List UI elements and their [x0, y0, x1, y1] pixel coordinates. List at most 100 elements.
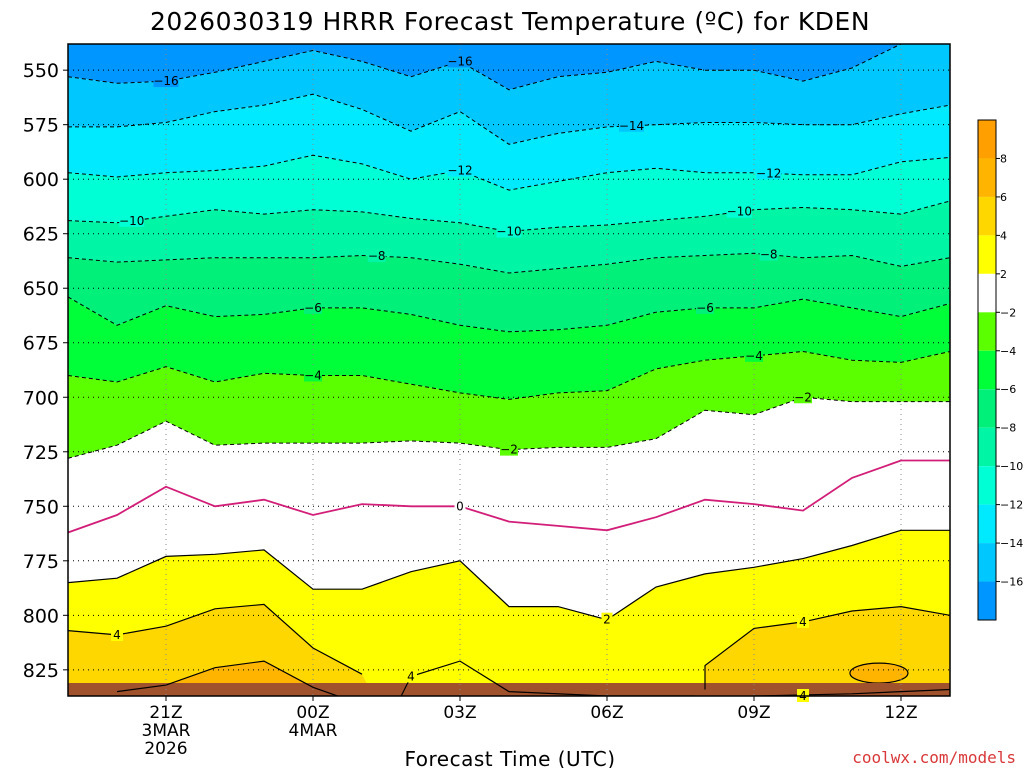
colorbar-tick-label--16: −16	[1000, 576, 1023, 589]
isotherm-label-bg	[601, 612, 613, 626]
isotherm-label--8-0: −8	[368, 249, 386, 263]
temperature-bands	[68, 44, 950, 696]
y-tick-label-700: 700	[23, 387, 59, 409]
y-axis: 550 575 600 625 650 675 700 725 750 775 800 825	[23, 60, 68, 682]
colorbar-tick-label-4: 4	[1000, 229, 1007, 242]
colorbar-band-8-to-10	[978, 120, 996, 159]
colorbar-band--14-to--12	[978, 504, 996, 544]
isotherm-label-bg	[745, 348, 763, 362]
colorbar-band-4-to-6	[978, 196, 996, 236]
isotherm-label--4-0: −4	[304, 368, 322, 382]
isotherm-label-bg	[111, 627, 123, 641]
isotherm-label-4-2: 4	[407, 669, 415, 683]
colorbar-frame	[977, 119, 997, 621]
colorbar-tick-label--2: −2	[1000, 306, 1016, 319]
colorbar-tick-label--14: −14	[1000, 537, 1023, 550]
x-tick-label-09Z-0: 09Z	[737, 703, 770, 723]
isotherm-label--10-2: −10	[727, 205, 752, 219]
isotherm--6	[68, 296, 950, 333]
colorbar-band--6-to--4	[978, 350, 996, 390]
y-tick-label-550: 550	[23, 60, 59, 82]
x-tick-label-00Z-0: 00Z	[296, 703, 329, 723]
y-tick-label-600: 600	[23, 169, 59, 191]
isotherm-label--2-0: −2	[500, 443, 518, 457]
isotherm-label-4-3: 4	[799, 615, 807, 629]
isotherm--4	[68, 350, 950, 400]
isotherm-label-bg	[367, 249, 386, 263]
isotherm-label-bg	[119, 213, 145, 227]
isotherm-label-bg	[304, 300, 322, 314]
y-tick-label-825: 825	[23, 660, 59, 682]
isotherm-label-bg	[794, 390, 812, 404]
isotherm--12	[68, 154, 950, 191]
isotherm-label-bg	[756, 166, 782, 180]
y-tick-label-750: 750	[23, 496, 59, 518]
isotherm-label--12-1: −12	[756, 166, 781, 180]
isotherm-label-0-0: 0	[456, 499, 464, 513]
colorbar-band--8-to--6	[978, 389, 996, 428]
colorbar-band--12-to--10	[978, 466, 996, 505]
band-4-to-6-west	[68, 604, 374, 696]
y-tick-label-650: 650	[23, 278, 59, 300]
isotherm--16	[68, 44, 950, 91]
y-tick-label-725: 725	[23, 442, 59, 464]
isotherm-label-2-0: 2	[603, 613, 611, 627]
colorbar-tick-label--6: −6	[1000, 383, 1016, 396]
colorbar-band--16-to--14	[978, 543, 996, 582]
band--8-to--6	[68, 253, 950, 332]
isotherm-label-bg	[500, 442, 518, 456]
isotherm-label-bg	[447, 54, 473, 68]
y-tick-label-625: 625	[23, 224, 59, 246]
colorbar-band--4-to--2	[978, 312, 996, 351]
y-tick-label-800: 800	[23, 605, 59, 627]
isotherm-label-4-0: 4	[113, 628, 121, 642]
band--14-to--12	[68, 94, 950, 191]
isotherm-label--4-1: −4	[745, 349, 763, 363]
colorbar: 8 6 4 2 −2 −4 −6 −8 −10 −12 −14 −16	[977, 119, 1023, 621]
isotherm-label--14-0: −14	[619, 119, 644, 133]
isotherm-label-bg	[759, 247, 778, 261]
x-tick-label-21Z-1: 3MAR	[142, 721, 191, 741]
isotherm-label-bg	[726, 204, 752, 218]
isotherm-label-bg	[447, 163, 473, 177]
isotherm-label--16-0: −16	[153, 74, 178, 88]
x-tick-label-00Z-1: 4MAR	[289, 721, 338, 741]
isotherm-label-bg	[405, 669, 417, 683]
isotherm--8	[68, 252, 950, 274]
y-tick-label-775: 775	[23, 551, 59, 573]
isotherm-label-bg	[304, 368, 322, 382]
colorbar-band--18-to--16	[978, 581, 996, 620]
isotherm-label-bg	[454, 499, 466, 513]
colorbar-band--2-to-2	[978, 273, 996, 313]
band--6-to--4	[68, 296, 950, 400]
colorbar-tick-label--10: −10	[1000, 460, 1023, 473]
isotherm-label-bg	[696, 300, 714, 314]
isotherm-label--10-0: −10	[119, 214, 144, 228]
band--4-to--2	[68, 351, 950, 459]
band--2-to-0	[68, 397, 950, 533]
colorbar-tick-label-8: 8	[1000, 152, 1007, 165]
x-tick-label-21Z-2: 2026	[144, 739, 187, 759]
y-tick-label-675: 675	[23, 333, 59, 355]
isotherm-label--8-1: −8	[760, 248, 778, 262]
isotherm-label--2-1: −2	[794, 390, 812, 404]
x-axis-label: Forecast Time (UTC)	[404, 747, 615, 768]
colorbar-tick-label-6: 6	[1000, 191, 1007, 204]
isotherm-label--6-1: −6	[696, 301, 714, 315]
colorbar-tick-label-2: 2	[1000, 268, 1007, 281]
isotherm-label-bg	[153, 74, 179, 88]
isotherm-label--16-1: −16	[447, 54, 472, 68]
isotherm-label--6-0: −6	[304, 301, 322, 315]
isotherm-2	[68, 529, 950, 621]
warm-pocket-6	[849, 662, 909, 684]
colorbar-band--10-to--8	[978, 427, 996, 467]
isotherm-4-segment-2	[116, 660, 338, 696]
isotherm-labels: −16 −16 −14 −12 −12 −10 −10 −10 −8 −8 −6 −6 −4 −4 −2 −2…	[111, 54, 812, 703]
band--16-to--14	[68, 44, 950, 145]
isotherm-label-bg	[797, 614, 809, 628]
colorbar-band-2-to-4	[978, 235, 996, 274]
plot-frame	[67, 43, 951, 697]
ground-surface	[68, 683, 950, 696]
